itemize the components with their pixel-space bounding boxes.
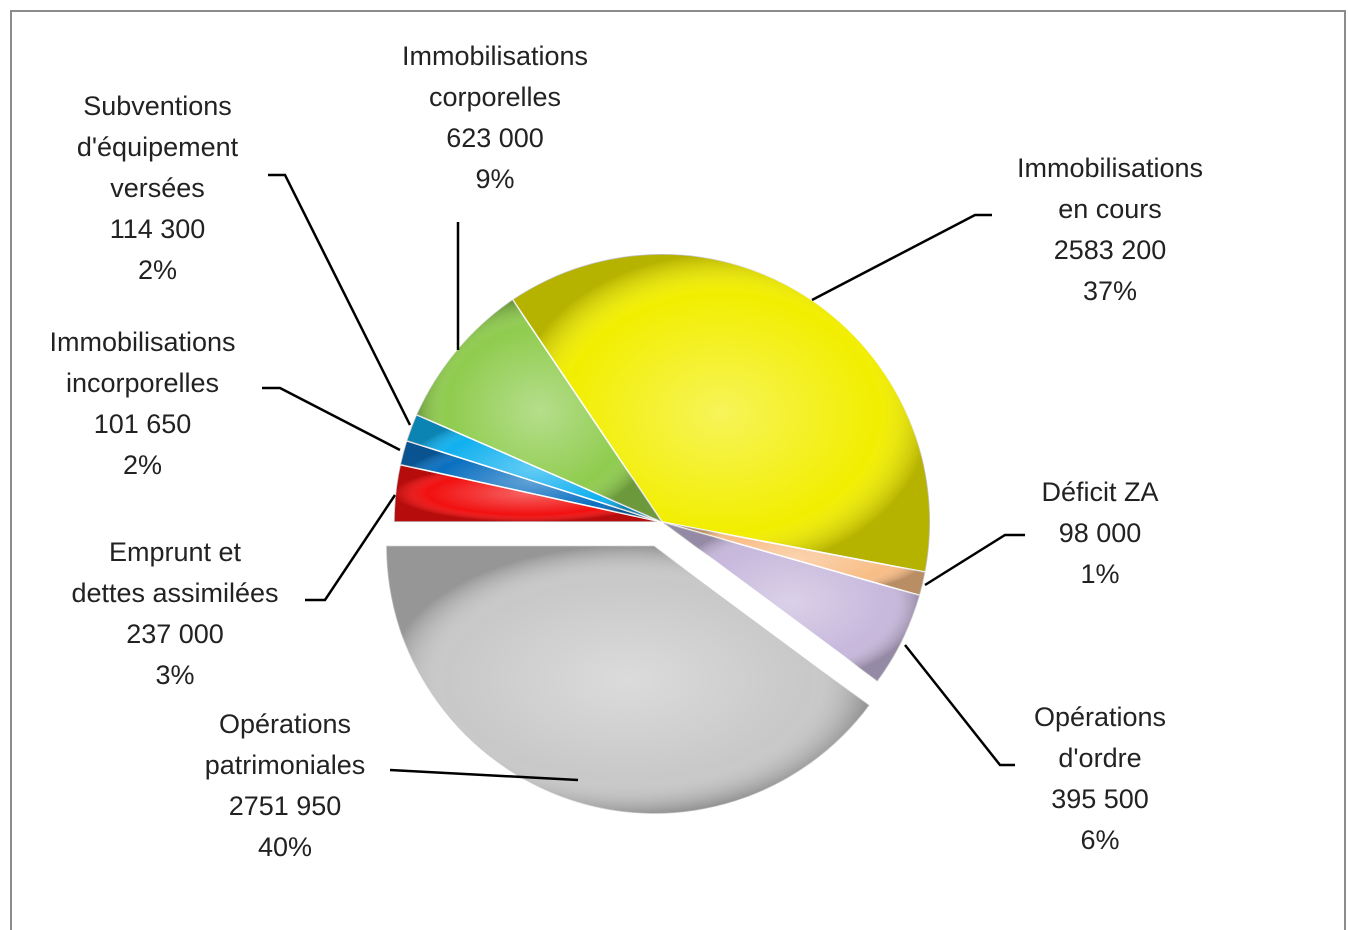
label-name: Immobilisations incorporelles <box>49 327 236 398</box>
label-name: Subventions d'équipement versées <box>76 91 239 203</box>
data-label: Déficit ZA 98 000 1% <box>990 472 1210 595</box>
chart-frame <box>10 10 1346 930</box>
leader-line <box>305 494 397 602</box>
leader-line <box>904 644 1015 767</box>
leader-line <box>268 173 412 426</box>
label-value: 395 500 <box>1051 784 1149 814</box>
label-value: 2583 200 <box>1053 235 1167 265</box>
leader-line <box>811 213 992 302</box>
label-name: Immobilisations en cours <box>1016 153 1204 224</box>
data-label: Emprunt et dettes assimilées 237 000 3% <box>45 532 305 696</box>
label-percent: 37% <box>1082 276 1138 306</box>
data-label: Opérations d'ordre 395 500 6% <box>990 697 1210 861</box>
leader-line <box>262 386 401 452</box>
label-value: 623 000 <box>446 123 544 153</box>
data-label: Immobilisations corporelles 623 000 9% <box>365 36 625 200</box>
label-percent: 1% <box>1080 559 1120 589</box>
leader-line <box>924 533 1025 587</box>
data-label: Opérations patrimoniales 2751 950 40% <box>160 704 410 868</box>
label-percent: 3% <box>155 660 195 690</box>
label-percent: 6% <box>1080 825 1120 855</box>
label-name: Immobilisations corporelles <box>401 41 589 112</box>
label-percent: 2% <box>122 450 163 480</box>
label-name: Opérations patrimoniales <box>204 709 366 780</box>
label-value: 98 000 <box>1058 518 1142 548</box>
label-value: 101 650 <box>93 409 192 439</box>
label-percent: 9% <box>475 164 515 194</box>
label-name: Déficit ZA <box>1041 477 1159 507</box>
label-percent: 40% <box>257 832 313 862</box>
data-label: Immobilisations en cours 2583 200 37% <box>980 148 1240 312</box>
leader-line <box>389 768 579 782</box>
label-value: 2751 950 <box>228 791 342 821</box>
label-name: Emprunt et dettes assimilées <box>71 537 279 608</box>
label-percent: 2% <box>137 255 178 285</box>
label-name: Opérations d'ordre <box>1033 702 1167 773</box>
label-value: 237 000 <box>126 619 224 649</box>
data-label: Immobilisations incorporelles 101 650 2% <box>15 322 270 486</box>
data-label: Subventions d'équipement versées 114 300 2… <box>55 86 260 291</box>
label-value: 114 300 <box>109 214 206 244</box>
